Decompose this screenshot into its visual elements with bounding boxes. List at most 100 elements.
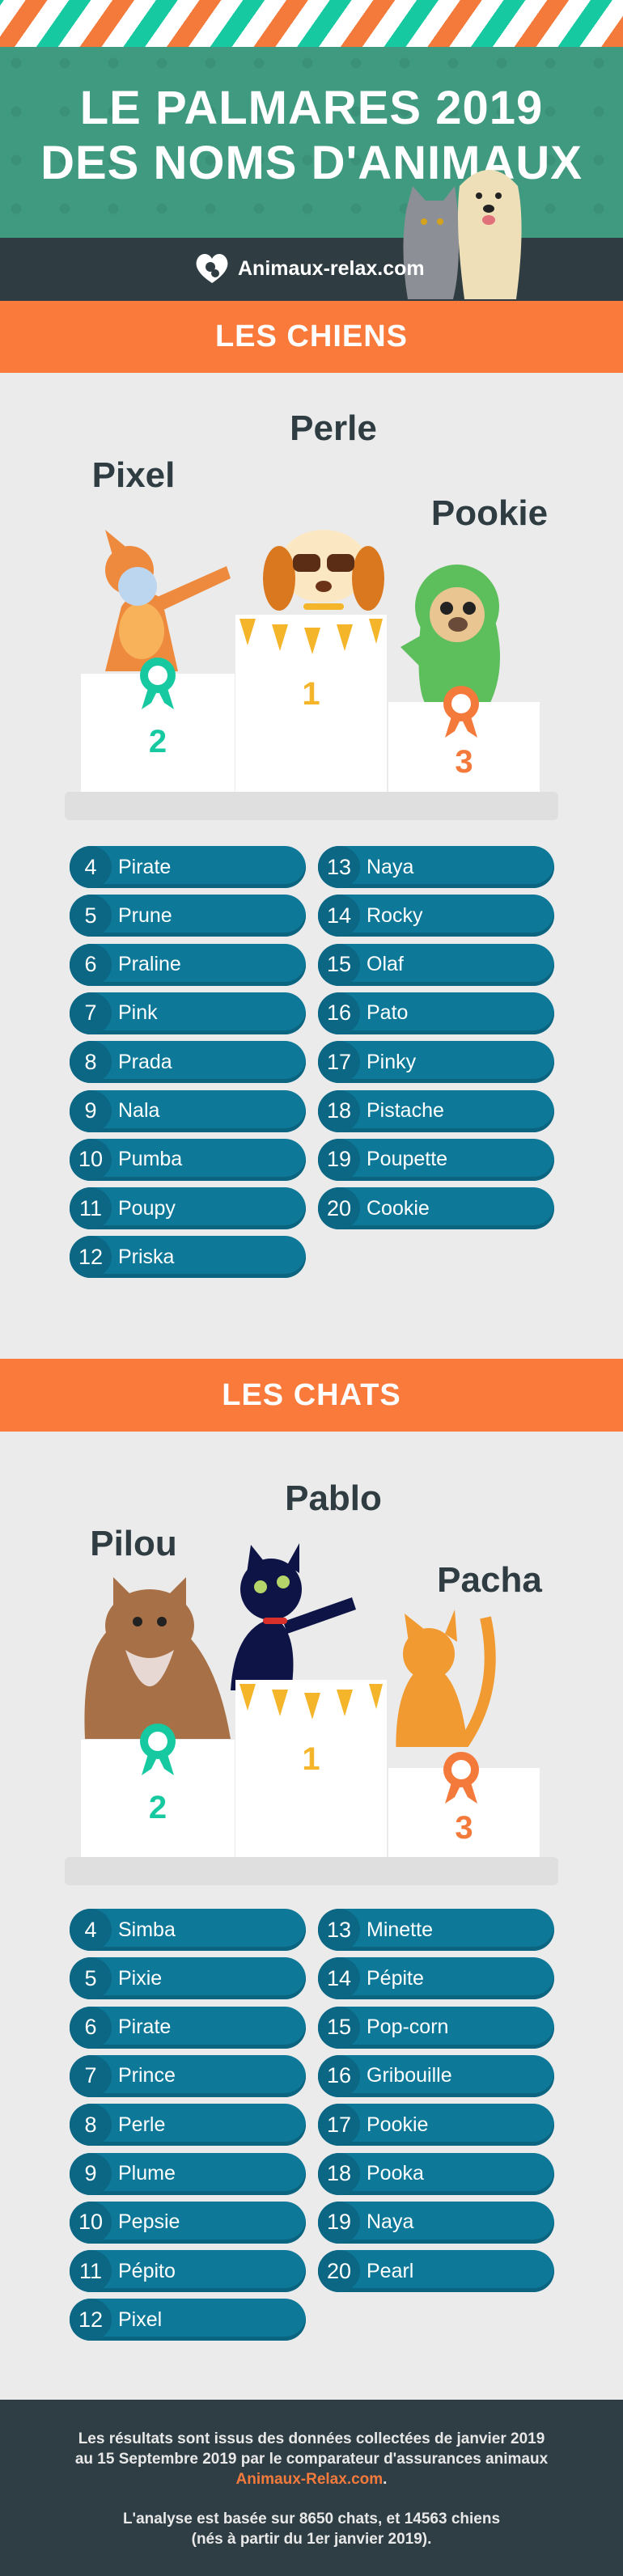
rank-number: 4 (70, 846, 112, 888)
pet-name: Prince (118, 2064, 176, 2087)
page-title-line-1: LE PALMARES 2019 (79, 82, 544, 134)
orange-ribbon-icon (443, 1752, 479, 1804)
rank-number: 10 (70, 2201, 112, 2244)
rank-three-label: 3 (455, 744, 473, 780)
cat-illustrations (84, 1543, 496, 1747)
teal-ribbon-icon (140, 1724, 176, 1775)
section-heading-cats: LES CHATS (0, 1359, 623, 1432)
cat-third-place-name: Pacha (437, 1560, 542, 1600)
brand-logo[interactable]: Animaux-relax.com (194, 244, 425, 293)
rank-number: 6 (70, 2006, 112, 2049)
rank-number: 8 (70, 2104, 112, 2147)
orange-ribbon-icon (443, 686, 479, 738)
name-list-item: 19 Poupette (318, 1138, 554, 1181)
name-list-item: 6 Pirate (70, 2006, 306, 2049)
rank-number: 10 (70, 1138, 112, 1181)
rank-number: 16 (318, 2054, 360, 2097)
pet-name: Pirate (118, 855, 172, 878)
rank-number: 7 (70, 2054, 112, 2097)
footer-link-suffix: . (383, 2471, 388, 2488)
dog-second-place-name: Pixel (91, 455, 176, 495)
pet-name: Gribouille (367, 2064, 452, 2087)
name-list-item: 8 Prada (70, 1041, 306, 1084)
name-list-item: 4 Simba (70, 1909, 306, 1951)
rank-number: 8 (70, 1041, 112, 1084)
pet-name: Rocky (367, 903, 423, 927)
footer-line-5: (nés à partir du 1er janvier 2019). (191, 2531, 432, 2548)
pet-name: Poupette (367, 1148, 448, 1171)
rank-number: 18 (318, 1089, 360, 1132)
rank-number: 15 (318, 2006, 360, 2049)
pet-name: Pirate (118, 2016, 172, 2039)
podium-first-cats: 1 (235, 1680, 387, 1857)
podium-first-dogs: 1 (235, 615, 387, 792)
pet-name: Pookie (367, 2113, 429, 2136)
name-list-item: 20 Cookie (318, 1187, 554, 1230)
name-list-item: 14 Rocky (318, 895, 554, 937)
rank-number: 9 (70, 1089, 112, 1132)
rank-number: 17 (318, 2104, 360, 2147)
teal-ribbon-icon (140, 658, 176, 709)
page-title-line-2: DES NOMS D'ANIMAUX (40, 137, 583, 189)
orange-cat-illustration (396, 1609, 496, 1747)
podium-second-cats: 2 (81, 1724, 235, 1857)
rank-one-label: 1 (302, 676, 320, 712)
name-list-item: 14 Pépite (318, 1957, 554, 2000)
rank-number: 13 (318, 1909, 360, 1951)
dog-first-place-name: Perle (290, 408, 377, 448)
pet-name: Prada (118, 1050, 172, 1073)
pet-name: Pinky (367, 1050, 417, 1073)
pet-name: Poupy (118, 1196, 176, 1220)
rank-number: 14 (318, 895, 360, 937)
name-list-item: 15 Pop-corn (318, 2006, 554, 2049)
name-list-item: 20 Pearl (318, 2250, 554, 2293)
pet-name: Olaf (367, 953, 404, 976)
rank-three-label: 3 (455, 1810, 473, 1846)
rank-number: 9 (70, 2152, 112, 2195)
black-cat-illustration (231, 1543, 356, 1690)
name-list-item: 13 Minette (318, 1909, 554, 1951)
name-list-item: 6 Praline (70, 943, 306, 986)
podium-third-dogs: 3 (388, 686, 540, 792)
pet-name: Praline (118, 953, 181, 976)
footer-site-link[interactable]: Animaux-Relax.com (235, 2471, 384, 2488)
name-list-item: 10 Pepsie (70, 2201, 306, 2244)
pet-name: Pixie (118, 1966, 163, 1990)
name-list-item: 10 Pumba (70, 1138, 306, 1181)
pet-name: Plume (118, 2162, 176, 2185)
podium-third-cats: 3 (388, 1752, 540, 1857)
name-list-item: 7 Pink (70, 992, 306, 1034)
cat-second-place-name: Pilou (90, 1524, 177, 1563)
footer-line-2: au 15 Septembre 2019 par le comparateur … (74, 2451, 549, 2468)
pet-name: Simba (118, 1918, 176, 1941)
name-list-item: 7 Prince (70, 2054, 306, 2097)
rank-number: 12 (70, 1236, 112, 1279)
podium-shadow (65, 1857, 558, 1885)
pet-name: Cookie (367, 1196, 430, 1220)
name-list-item: 19 Naya (318, 2201, 554, 2244)
dog-third-place-name: Pookie (430, 493, 549, 533)
pet-name: Pink (118, 1001, 158, 1025)
pet-name: Pepsie (118, 2210, 180, 2234)
pet-name: Pop-corn (367, 2016, 449, 2039)
pet-name: Naya (367, 2210, 414, 2234)
pet-name: Minette (367, 1918, 433, 1941)
rank-number: 16 (318, 992, 360, 1034)
name-list-item: 9 Nala (70, 1089, 306, 1132)
rank-number: 13 (318, 846, 360, 888)
hero-header (0, 47, 623, 238)
pet-name: Pépite (367, 1966, 424, 1990)
rank-number: 11 (70, 1187, 112, 1230)
dog-illustrations (105, 530, 500, 712)
name-list-item: 9 Plume (70, 2152, 306, 2195)
pet-name: Pistache (367, 1099, 444, 1122)
pet-name: Naya (367, 855, 414, 878)
footer: Les résultats sont issus des données col… (0, 2400, 623, 2576)
pug-dinosaur-costume-illustration (400, 565, 500, 712)
footer-line-1: Les résultats sont issus des données col… (78, 2430, 545, 2447)
pet-name: Pooka (367, 2162, 424, 2185)
name-list-item: 5 Prune (70, 895, 306, 937)
rank-number: 14 (318, 1957, 360, 2000)
rank-number: 5 (70, 1957, 112, 2000)
name-list-item: 11 Poupy (70, 1187, 306, 1230)
